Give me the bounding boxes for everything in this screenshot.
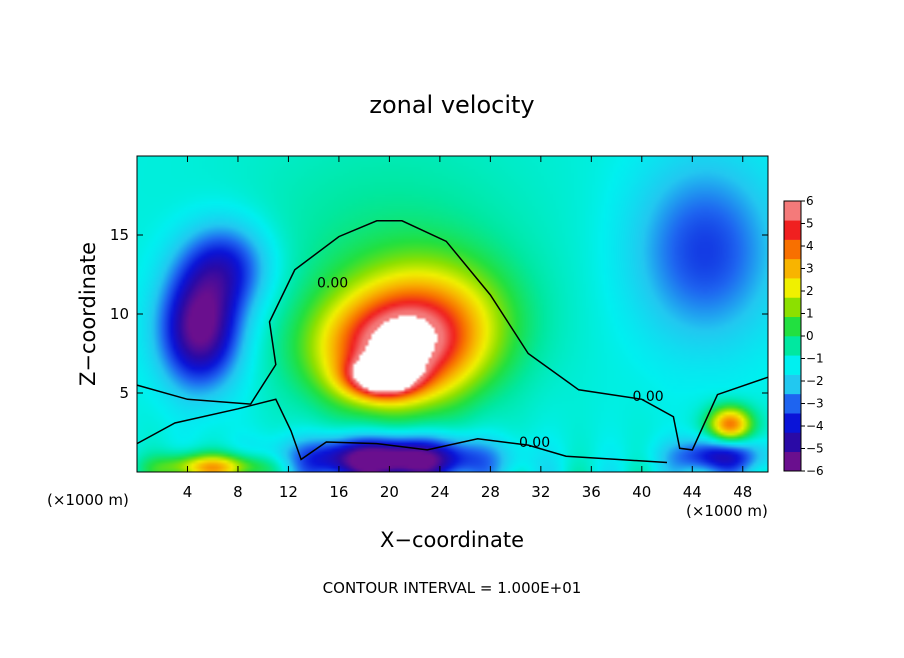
x-tick-label: 40 (632, 483, 651, 501)
colorbar-swatch (784, 393, 801, 414)
colorbar-tick-label: 1 (806, 307, 814, 321)
colorbar-swatch (784, 201, 801, 221)
y-tick-label: 10 (110, 305, 129, 323)
x-tick-label: 28 (481, 483, 500, 501)
velocity-field-image (137, 156, 768, 472)
y-tick-label: 5 (119, 384, 129, 402)
contour-label: 0.00 (633, 389, 664, 405)
colorbar-swatch (784, 297, 801, 318)
x-tick-label: 44 (683, 483, 702, 501)
x-tick-label: 36 (582, 483, 601, 501)
colorbar-swatch (784, 220, 801, 240)
contour-labels: 0.00 0.00 0.00 (317, 275, 664, 451)
plot-area: 0.00 0.00 0.00 (136, 155, 769, 473)
colorbar-tick-label: 4 (806, 239, 814, 253)
colorbar-tick-label: 6 (806, 194, 814, 208)
y-tick-label: 15 (110, 226, 129, 244)
y-axis-label: Z−coordinate (76, 242, 100, 386)
colorbar-tick-label: −3 (806, 397, 824, 411)
x-tick-label: 12 (279, 483, 298, 501)
x-tick-label: 16 (329, 483, 348, 501)
colorbar-tick-label: −2 (806, 374, 824, 388)
colorbar-swatch (784, 278, 801, 298)
x-unit-label-left: (×1000 m) (47, 491, 129, 509)
x-tick-label: 4 (183, 483, 193, 501)
colorbar-swatch (784, 316, 801, 337)
x-tick-label: 8 (233, 483, 243, 501)
zero-contour-line (136, 220, 769, 451)
x-tick-label: 32 (531, 483, 550, 501)
colorbar-tick-label: 5 (806, 217, 814, 231)
colorbar-tick-label: 3 (806, 262, 814, 276)
x-axis-label: X−coordinate (380, 528, 524, 552)
x-tick-label: 48 (733, 483, 752, 501)
zero-contour-line-lower (136, 398, 668, 464)
colorbar-tick-label: −5 (806, 442, 824, 456)
contour-label: 0.00 (519, 435, 550, 451)
contour-interval-note: CONTOUR INTERVAL = 1.000E+01 (323, 579, 582, 597)
contour-label: 0.00 (317, 275, 348, 291)
colorbar-swatch (784, 336, 801, 356)
colorbar-swatch (784, 451, 801, 472)
colorbar-swatch (784, 432, 801, 453)
x-unit-label-right: (×1000 m) (686, 502, 768, 520)
colorbar-tick-label: 0 (806, 329, 814, 343)
colorbar-tick-label: 2 (806, 284, 814, 298)
colorbar: 6 5 4 3 2 1 0 −1 −2 −3 −4 −5 −6 (783, 194, 824, 478)
colorbar-tick-label: −6 (806, 464, 824, 478)
colorbar-swatch (784, 355, 801, 375)
colorbar-swatch (784, 374, 801, 395)
y-axis-ticks: 5 10 15 (110, 226, 768, 402)
colorbar-tick-label: −1 (806, 352, 824, 366)
x-tick-label: 24 (430, 483, 449, 501)
colorbar-swatch (784, 258, 801, 279)
x-tick-label: 20 (380, 483, 399, 501)
x-axis-ticks: 4 8 12 16 20 24 28 32 36 40 44 48 (183, 156, 752, 501)
colorbar-swatch (784, 239, 801, 260)
colorbar-tick-label: −4 (806, 419, 824, 433)
colorbar-swatch (784, 413, 801, 433)
chart-title: zonal velocity (369, 91, 534, 119)
